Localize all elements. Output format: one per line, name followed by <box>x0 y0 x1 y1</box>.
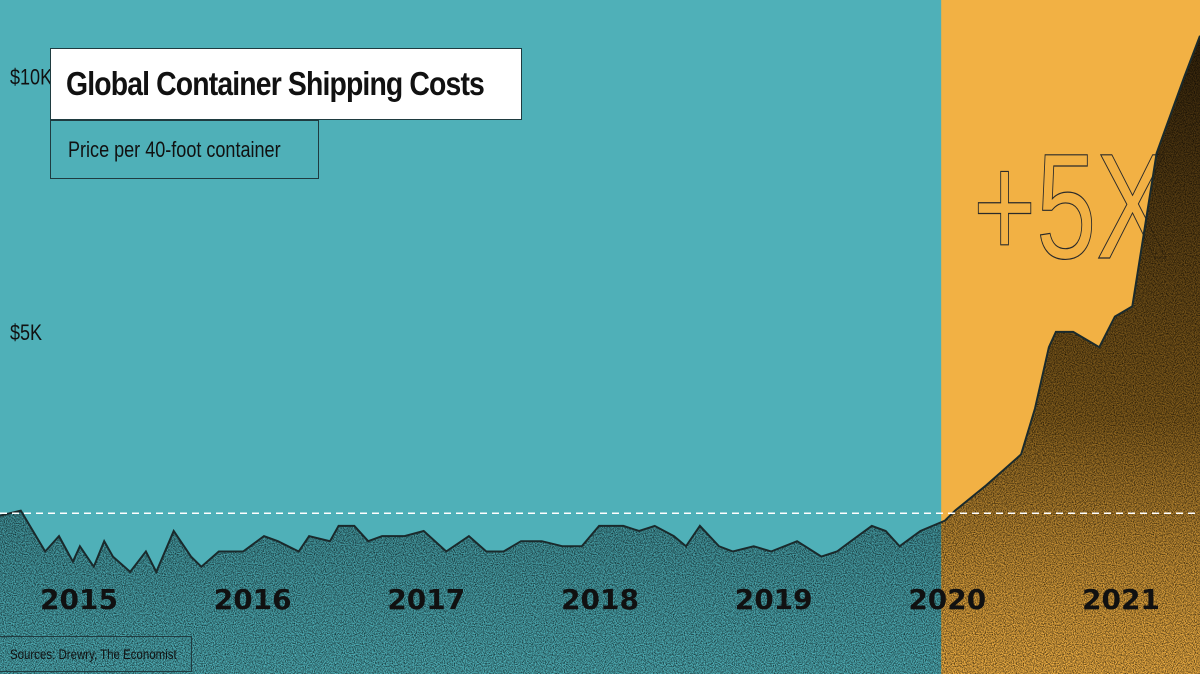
highlight-label-text: +5X <box>973 123 1168 291</box>
chart-subtitle: Price per 40-foot container <box>68 136 281 162</box>
subtitle-box: Price per 40-foot container <box>50 120 319 179</box>
source-box: Sources: Drewry, The Economist <box>0 636 192 672</box>
y-tick-label: $10K <box>10 66 53 90</box>
x-tick-label: 2017 <box>387 583 465 616</box>
series-line <box>0 35 1200 575</box>
x-tick-label: 2021 <box>1082 583 1160 616</box>
area-grain <box>0 510 942 674</box>
x-tick-label: 2016 <box>214 583 292 616</box>
x-tick-label: 2019 <box>735 583 813 616</box>
source-note: Sources: Drewry, The Economist <box>10 646 177 662</box>
x-tick-label: 2015 <box>40 583 118 616</box>
area-grain-highlight <box>941 35 1200 674</box>
chart-title: Global Container Shipping Costs <box>66 65 485 102</box>
x-tick-label: 2018 <box>561 583 639 616</box>
y-tick-label: $5K <box>10 321 43 345</box>
title-box: Global Container Shipping Costs <box>50 48 522 120</box>
x-tick-label: 2020 <box>908 583 986 616</box>
highlight-label: +5X <box>973 122 1169 291</box>
